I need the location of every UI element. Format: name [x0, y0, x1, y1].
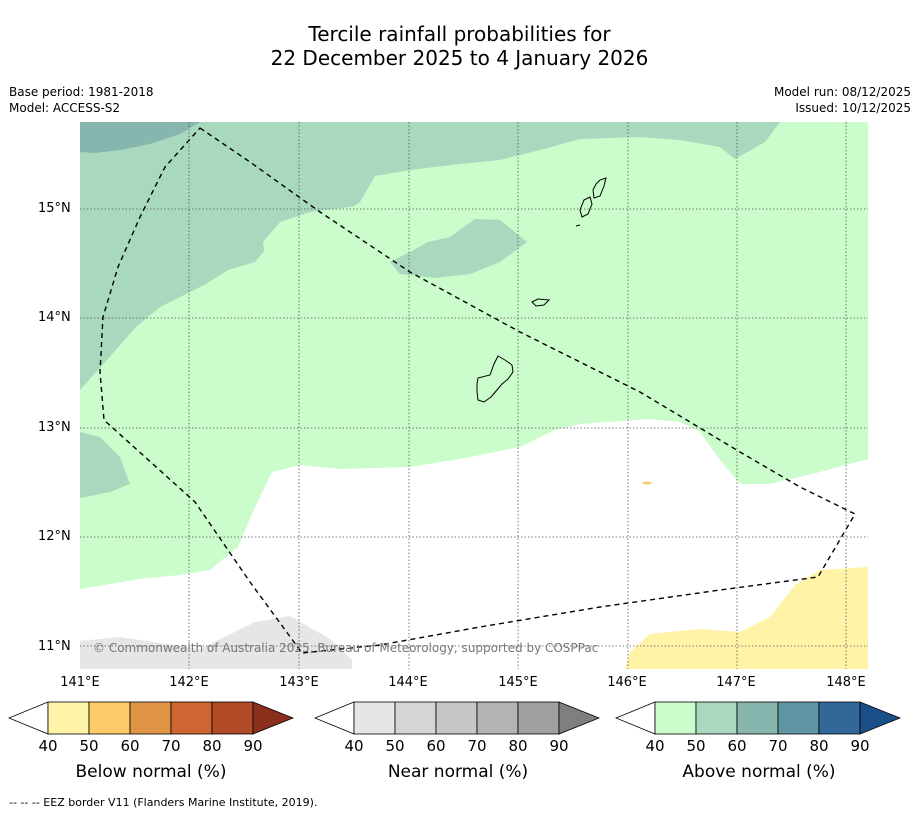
lon-label-142e: 142°E	[169, 675, 209, 690]
above-normal-swatch-40	[654, 701, 697, 735]
model-name: Model: ACCESS-S2	[9, 101, 121, 115]
above-normal-swatch-60	[736, 701, 779, 735]
above-normal-hole	[263, 202, 400, 284]
above-normal-tick-50: 50	[686, 737, 706, 755]
lon-label-141e: 141°E	[60, 675, 100, 690]
above-normal-swatch-50	[695, 701, 738, 735]
near-normal-tick-40: 40	[344, 737, 364, 755]
below-normal-legend-title: Below normal (%)	[75, 762, 227, 782]
lon-label-145e: 145°E	[498, 675, 538, 690]
lon-label-146e: 146°E	[607, 675, 647, 690]
map-title-line-2: 22 December 2025 to 4 January 2026	[270, 46, 649, 70]
near-normal-swatch-70	[476, 701, 519, 735]
near-normal-arrow-low	[314, 701, 355, 735]
aguijan-island	[575, 224, 581, 227]
below-normal-tick-90: 90	[243, 737, 263, 755]
below-normal-tick-40: 40	[38, 737, 58, 755]
below-normal-speck	[642, 481, 652, 485]
below-normal-tick-80: 80	[202, 737, 222, 755]
above-normal-colorbar	[615, 701, 902, 735]
above-normal-tick-70: 70	[768, 737, 788, 755]
lon-label-147e: 147°E	[716, 675, 756, 690]
above-normal-tick-90: 90	[850, 737, 870, 755]
map-canvas	[80, 122, 868, 669]
guam-island	[476, 355, 514, 403]
below-normal-colorbar	[8, 701, 295, 735]
near-normal-tick-50: 50	[385, 737, 405, 755]
map-title-line-1: Tercile rainfall probabilities for	[308, 22, 611, 46]
below-normal-tick-60: 60	[120, 737, 140, 755]
below-normal-arrow-high	[252, 701, 295, 735]
lon-label-148e: 148°E	[826, 675, 866, 690]
lat-label-14n: 14°N	[38, 310, 71, 325]
run-info: Model run: 08/12/2025 Issued: 10/12/2025	[774, 84, 911, 116]
near-normal-swatch-80	[517, 701, 560, 735]
issued-date: Issued: 10/12/2025	[795, 101, 911, 115]
model-info: Base period: 1981-2018 Model: ACCESS-S2	[9, 84, 154, 116]
islands	[476, 177, 607, 403]
near-normal-tick-70: 70	[467, 737, 487, 755]
above-normal-tick-60: 60	[727, 737, 747, 755]
below-normal-swatch-60	[129, 701, 172, 735]
above-normal-tongue	[390, 219, 527, 278]
near-normal-swatch-60	[435, 701, 478, 735]
near-normal-colorbar	[314, 701, 601, 735]
below-normal-swatch-50	[88, 701, 131, 735]
probability-map	[80, 122, 868, 669]
eez-border	[99, 127, 856, 654]
lon-label-143e: 143°E	[279, 675, 319, 690]
below-normal-swatch-40	[47, 701, 90, 735]
above-normal-60-region	[80, 122, 200, 153]
below-normal-swatch-80	[211, 701, 254, 735]
above-normal-tick-40: 40	[645, 737, 665, 755]
lat-label-15n: 15°N	[38, 201, 71, 216]
eez-footer-note: -- -- -- EEZ border V11 (Flanders Marine…	[9, 796, 318, 809]
tinian-island	[579, 196, 593, 218]
below-normal-40-region	[625, 567, 868, 669]
model-run-date: Model run: 08/12/2025	[773, 85, 911, 99]
below-normal-tick-70: 70	[161, 737, 181, 755]
near-normal-swatch-50	[394, 701, 437, 735]
near-normal-arrow-high	[558, 701, 601, 735]
lon-label-144e: 144°E	[388, 675, 428, 690]
lat-label-11n: 11°N	[38, 639, 71, 654]
below-normal-arrow-low	[8, 701, 49, 735]
lat-label-12n: 12°N	[38, 529, 71, 544]
above-normal-legend-title: Above normal (%)	[682, 762, 836, 782]
above-normal-arrow-low	[615, 701, 656, 735]
near-normal-swatch-40	[353, 701, 396, 735]
below-normal-swatch-70	[170, 701, 213, 735]
above-normal-swatch-70	[777, 701, 820, 735]
below-normal-tick-50: 50	[79, 737, 99, 755]
base-period: Base period: 1981-2018	[9, 85, 154, 99]
copyright-notice: © Commonwealth of Australia 2025, Bureau…	[93, 641, 599, 655]
above-normal-arrow-high	[859, 701, 902, 735]
above-normal-west-blob	[80, 432, 130, 498]
rota-island	[531, 298, 551, 307]
graticule	[80, 122, 868, 669]
lat-label-13n: 13°N	[38, 420, 71, 435]
near-normal-tick-60: 60	[426, 737, 446, 755]
above-normal-swatch-80	[818, 701, 861, 735]
above-normal-50-region	[80, 122, 780, 390]
near-normal-legend-title: Near normal (%)	[387, 762, 529, 782]
saipan-island	[592, 177, 607, 199]
above-normal-tick-80: 80	[809, 737, 829, 755]
near-normal-tick-90: 90	[549, 737, 569, 755]
near-normal-tick-80: 80	[508, 737, 528, 755]
